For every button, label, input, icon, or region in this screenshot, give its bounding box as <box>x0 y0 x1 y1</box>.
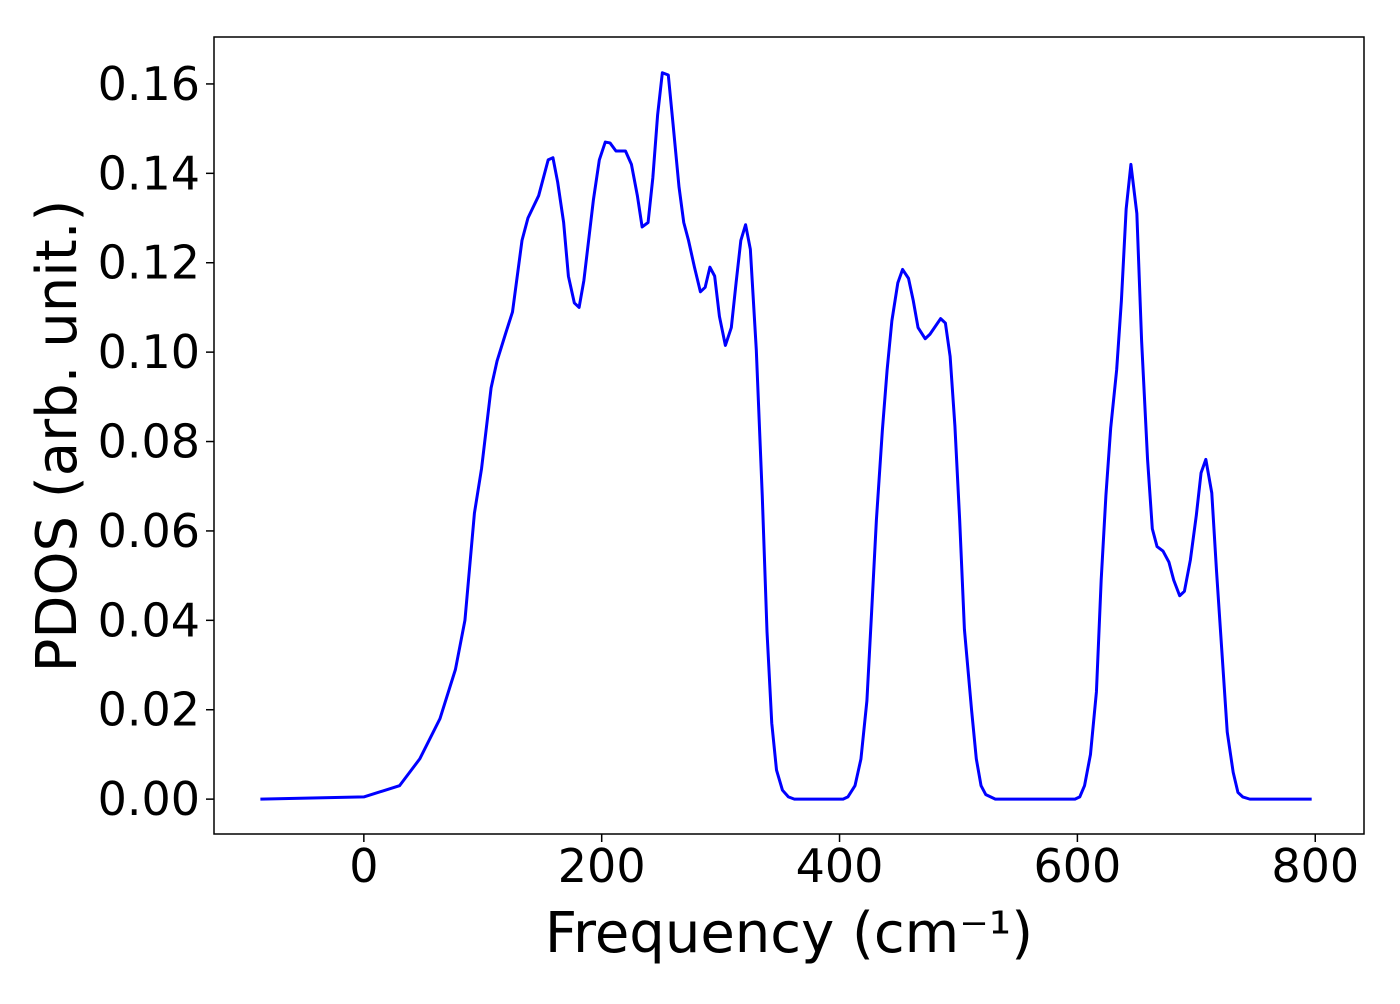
x-tick-label: 200 <box>558 839 646 893</box>
y-tick-label: 0.10 <box>98 325 200 379</box>
y-tick-label: 0.06 <box>98 504 200 558</box>
y-tick-label: 0.12 <box>98 236 200 290</box>
data-line <box>260 71 1312 801</box>
y-tick-label: 0.16 <box>98 57 200 111</box>
plot-frame <box>213 36 1365 835</box>
y-tick-label: 0.14 <box>98 146 200 200</box>
x-tick-label: 400 <box>796 839 884 893</box>
y-tick-label: 0.00 <box>98 772 200 826</box>
x-tick-label: 600 <box>1033 839 1121 893</box>
y-tick-label: 0.02 <box>98 683 200 737</box>
x-axis-label: Frequency (cm⁻¹) <box>545 901 1033 966</box>
y-tick-label: 0.04 <box>98 593 200 647</box>
y-axis-label: PDOS (arb. unit.) <box>25 200 90 673</box>
y-tick-label: 0.08 <box>98 415 200 469</box>
x-tick-label: 800 <box>1271 839 1359 893</box>
x-tick-label: 0 <box>349 839 378 893</box>
